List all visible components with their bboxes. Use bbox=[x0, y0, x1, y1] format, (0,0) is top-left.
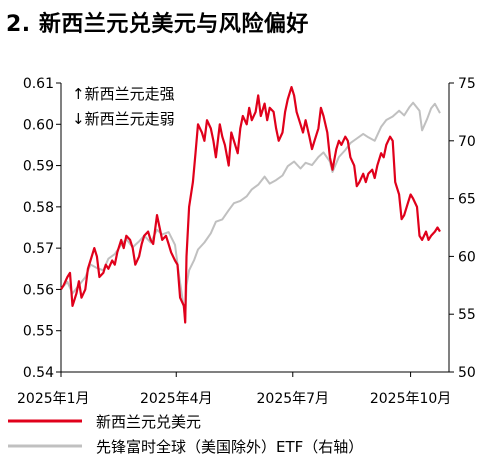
right-y-tick-label: 55 bbox=[458, 307, 476, 323]
left-y-tick-label: 0.60 bbox=[23, 117, 54, 133]
right-y-tick-label: 70 bbox=[458, 134, 476, 150]
series-line-nzdusd bbox=[60, 86, 441, 324]
series-line-etf bbox=[60, 101, 441, 320]
x-tick-label: 2025年10月 bbox=[370, 391, 451, 407]
right-y-tick-label: 65 bbox=[458, 192, 476, 208]
left-y-tick-label: 0.54 bbox=[23, 365, 54, 381]
right-y-tick-label: 75 bbox=[458, 76, 476, 92]
chart-title: 2. 新西兰元兑美元与风险偏好 bbox=[6, 12, 309, 37]
left-y-tick-label: 0.55 bbox=[23, 324, 54, 340]
left-y-tick-label: 0.61 bbox=[23, 76, 54, 92]
x-tick-label: 2025年7月 bbox=[257, 391, 330, 407]
x-tick-label: 2025年1月 bbox=[17, 391, 90, 407]
chart-axes: 0.54 0.55 0.56 0.57 0.58 0.59 0.60 0.61 50 55 60 65… bbox=[17, 76, 476, 407]
series-layer bbox=[60, 86, 441, 324]
legend-label: 先锋富时全球（美国除外）ETF（右轴） bbox=[96, 438, 363, 456]
annotation-label: ↓新西兰元走弱 bbox=[72, 110, 175, 128]
left-y-tick-label: 0.58 bbox=[23, 200, 54, 216]
left-y-tick-label: 0.56 bbox=[23, 282, 54, 298]
left-y-tick-label: 0.59 bbox=[23, 159, 54, 175]
x-tick-label: 2025年4月 bbox=[140, 391, 213, 407]
right-y-tick-label: 60 bbox=[458, 249, 476, 265]
annotation-label: ↑新西兰元走强 bbox=[72, 85, 175, 103]
legend-label: 新西兰元兑美元 bbox=[96, 413, 201, 431]
annotation-layer: ↑新西兰元走强 ↓新西兰元走弱 bbox=[72, 85, 175, 128]
right-y-tick-label: 50 bbox=[458, 365, 476, 381]
left-y-tick-label: 0.57 bbox=[23, 241, 54, 257]
